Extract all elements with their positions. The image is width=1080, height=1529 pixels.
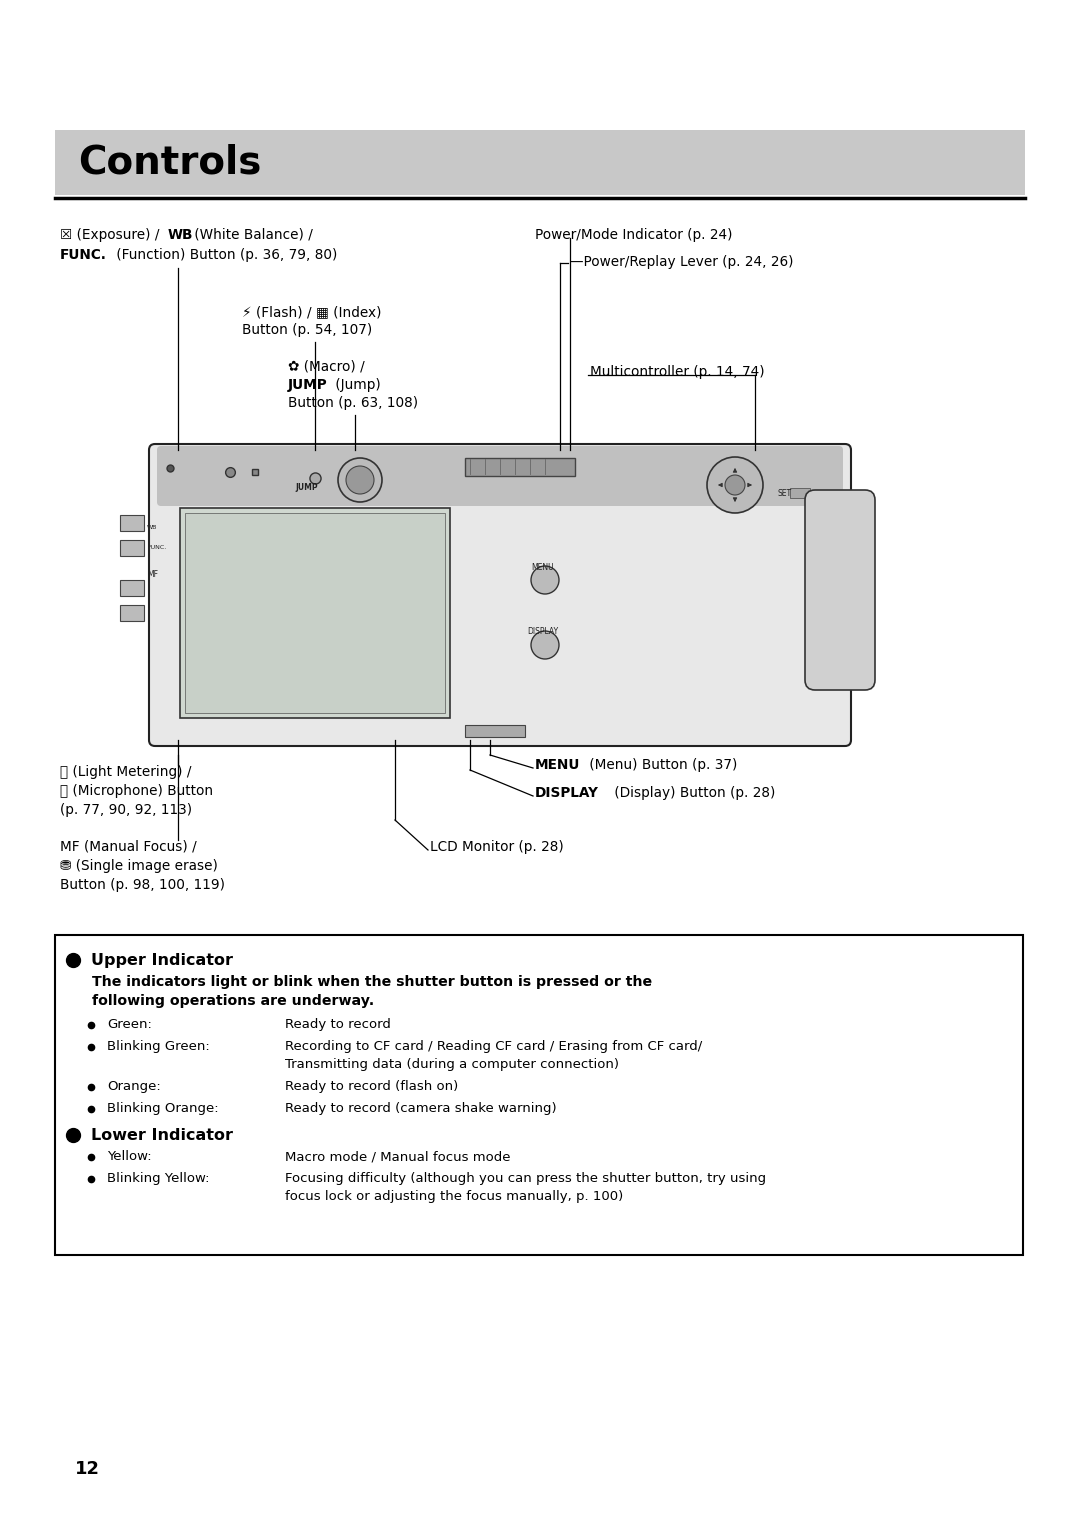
Text: —Power/Replay Lever (p. 24, 26): —Power/Replay Lever (p. 24, 26) xyxy=(570,255,794,269)
Text: focus lock or adjusting the focus manually, p. 100): focus lock or adjusting the focus manual… xyxy=(285,1190,623,1203)
Text: Blinking Yellow:: Blinking Yellow: xyxy=(107,1173,210,1185)
Bar xyxy=(120,515,144,531)
FancyBboxPatch shape xyxy=(157,446,843,506)
Text: ☒ (Exposure) /: ☒ (Exposure) / xyxy=(60,228,164,242)
Text: (Display) Button (p. 28): (Display) Button (p. 28) xyxy=(610,786,775,800)
Bar xyxy=(465,725,525,737)
Text: Button (p. 54, 107): Button (p. 54, 107) xyxy=(242,323,373,336)
Text: (Menu) Button (p. 37): (Menu) Button (p. 37) xyxy=(585,758,738,772)
Text: MENU: MENU xyxy=(531,564,554,572)
Bar xyxy=(120,540,144,557)
Text: Controls: Controls xyxy=(78,144,261,182)
Circle shape xyxy=(531,631,559,659)
Text: MF: MF xyxy=(147,570,158,579)
Text: LCD Monitor (p. 28): LCD Monitor (p. 28) xyxy=(430,839,564,855)
Bar xyxy=(120,579,144,596)
Text: Ready to record (camera shake warning): Ready to record (camera shake warning) xyxy=(285,1102,556,1115)
Text: DISPLAY: DISPLAY xyxy=(535,786,599,800)
Text: ⚡ (Flash) / ▦ (Index): ⚡ (Flash) / ▦ (Index) xyxy=(242,304,381,320)
Text: following operations are underway.: following operations are underway. xyxy=(92,994,375,1008)
Circle shape xyxy=(725,476,745,495)
Text: Button (p. 98, 100, 119): Button (p. 98, 100, 119) xyxy=(60,878,225,891)
Text: ⓧ (Light Metering) /: ⓧ (Light Metering) / xyxy=(60,764,191,778)
Text: JUMP: JUMP xyxy=(296,483,319,492)
Text: 12: 12 xyxy=(75,1460,100,1479)
Text: The indicators light or blink when the shutter button is pressed or the: The indicators light or blink when the s… xyxy=(92,976,652,989)
Text: ✿ (Macro) /: ✿ (Macro) / xyxy=(288,359,365,375)
Text: ⛃ (Single image erase): ⛃ (Single image erase) xyxy=(60,859,218,873)
Text: Blinking Green:: Blinking Green: xyxy=(107,1040,210,1053)
Text: Blinking Orange:: Blinking Orange: xyxy=(107,1102,218,1115)
Text: Lower Indicator: Lower Indicator xyxy=(91,1127,233,1142)
Bar xyxy=(185,514,445,713)
Text: FUNC.: FUNC. xyxy=(60,248,107,261)
Text: JUMP: JUMP xyxy=(288,378,327,391)
Text: Power/Mode Indicator (p. 24): Power/Mode Indicator (p. 24) xyxy=(535,228,732,242)
Text: Button (p. 63, 108): Button (p. 63, 108) xyxy=(288,396,418,410)
Text: DISPLAY: DISPLAY xyxy=(527,627,558,636)
Circle shape xyxy=(531,566,559,593)
Text: Multicontroller (p. 14, 74): Multicontroller (p. 14, 74) xyxy=(590,365,765,379)
Bar xyxy=(120,605,144,621)
Text: Upper Indicator: Upper Indicator xyxy=(91,953,233,968)
Circle shape xyxy=(707,457,762,514)
Bar xyxy=(789,488,810,498)
Text: Ready to record (flash on): Ready to record (flash on) xyxy=(285,1079,458,1093)
Bar xyxy=(55,130,1025,196)
Text: Macro mode / Manual focus mode: Macro mode / Manual focus mode xyxy=(285,1150,511,1164)
Text: Transmitting data (during a computer connection): Transmitting data (during a computer con… xyxy=(285,1058,619,1070)
Text: 🎤 (Microphone) Button: 🎤 (Microphone) Button xyxy=(60,784,213,798)
Bar xyxy=(180,508,450,719)
Text: (p. 77, 90, 92, 113): (p. 77, 90, 92, 113) xyxy=(60,803,192,816)
Text: Ready to record: Ready to record xyxy=(285,1018,391,1031)
Text: MF (Manual Focus) /: MF (Manual Focus) / xyxy=(60,839,197,855)
Text: (White Balance) /: (White Balance) / xyxy=(190,228,313,242)
Text: Green:: Green: xyxy=(107,1018,152,1031)
Text: Orange:: Orange: xyxy=(107,1079,161,1093)
Text: SET: SET xyxy=(777,488,792,497)
Circle shape xyxy=(338,459,382,502)
Text: MENU: MENU xyxy=(535,758,580,772)
Text: Focusing difficulty (although you can press the shutter button, try using: Focusing difficulty (although you can pr… xyxy=(285,1173,766,1185)
Text: Yellow:: Yellow: xyxy=(107,1150,151,1164)
Text: (Jump): (Jump) xyxy=(330,378,381,391)
Text: WB: WB xyxy=(147,524,158,531)
Text: FUNC.: FUNC. xyxy=(147,544,166,550)
FancyBboxPatch shape xyxy=(149,443,851,746)
FancyBboxPatch shape xyxy=(805,489,875,690)
Bar xyxy=(465,459,575,476)
Text: Recording to CF card / Reading CF card / Erasing from CF card/: Recording to CF card / Reading CF card /… xyxy=(285,1040,702,1053)
Text: (Function) Button (p. 36, 79, 80): (Function) Button (p. 36, 79, 80) xyxy=(112,248,337,261)
Text: WB: WB xyxy=(168,228,193,242)
Circle shape xyxy=(346,466,374,494)
Bar xyxy=(55,936,1023,1255)
